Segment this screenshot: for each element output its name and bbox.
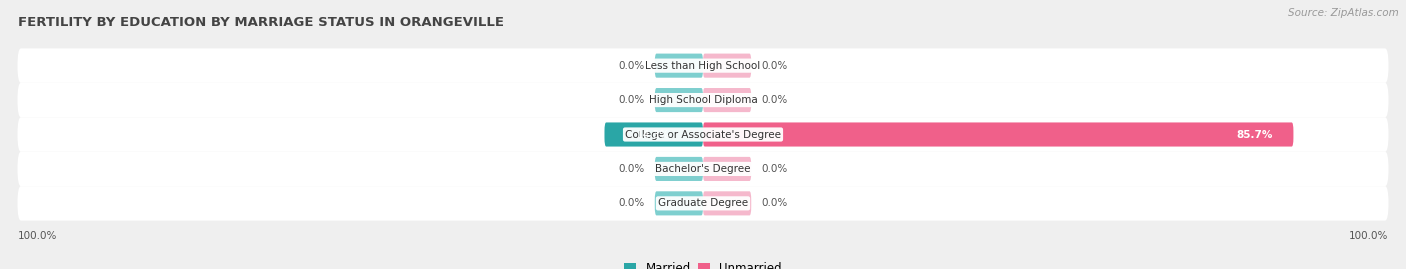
FancyBboxPatch shape bbox=[17, 186, 1389, 221]
FancyBboxPatch shape bbox=[655, 88, 703, 112]
FancyBboxPatch shape bbox=[703, 122, 1294, 147]
Text: 0.0%: 0.0% bbox=[619, 164, 644, 174]
Text: High School Diploma: High School Diploma bbox=[648, 95, 758, 105]
Legend: Married, Unmarried: Married, Unmarried bbox=[620, 258, 786, 269]
Text: Less than High School: Less than High School bbox=[645, 61, 761, 71]
Text: FERTILITY BY EDUCATION BY MARRIAGE STATUS IN ORANGEVILLE: FERTILITY BY EDUCATION BY MARRIAGE STATU… bbox=[17, 16, 503, 30]
Text: 0.0%: 0.0% bbox=[762, 95, 787, 105]
FancyBboxPatch shape bbox=[655, 157, 703, 181]
FancyBboxPatch shape bbox=[17, 117, 1389, 152]
FancyBboxPatch shape bbox=[655, 191, 703, 215]
FancyBboxPatch shape bbox=[17, 83, 1389, 117]
Text: 100.0%: 100.0% bbox=[1350, 231, 1389, 241]
Text: Graduate Degree: Graduate Degree bbox=[658, 198, 748, 208]
Text: Bachelor's Degree: Bachelor's Degree bbox=[655, 164, 751, 174]
FancyBboxPatch shape bbox=[703, 54, 751, 78]
Text: College or Associate's Degree: College or Associate's Degree bbox=[626, 129, 780, 140]
FancyBboxPatch shape bbox=[703, 157, 751, 181]
Text: 14.3%: 14.3% bbox=[637, 129, 671, 140]
Text: 0.0%: 0.0% bbox=[762, 198, 787, 208]
Text: 0.0%: 0.0% bbox=[762, 61, 787, 71]
FancyBboxPatch shape bbox=[703, 88, 751, 112]
Text: 0.0%: 0.0% bbox=[762, 164, 787, 174]
Text: Source: ZipAtlas.com: Source: ZipAtlas.com bbox=[1288, 8, 1399, 18]
FancyBboxPatch shape bbox=[605, 122, 703, 147]
FancyBboxPatch shape bbox=[17, 152, 1389, 186]
FancyBboxPatch shape bbox=[655, 54, 703, 78]
Text: 0.0%: 0.0% bbox=[619, 198, 644, 208]
Text: 0.0%: 0.0% bbox=[619, 61, 644, 71]
FancyBboxPatch shape bbox=[703, 191, 751, 215]
FancyBboxPatch shape bbox=[17, 48, 1389, 83]
Text: 100.0%: 100.0% bbox=[17, 231, 56, 241]
Text: 85.7%: 85.7% bbox=[1236, 129, 1272, 140]
Text: 0.0%: 0.0% bbox=[619, 95, 644, 105]
